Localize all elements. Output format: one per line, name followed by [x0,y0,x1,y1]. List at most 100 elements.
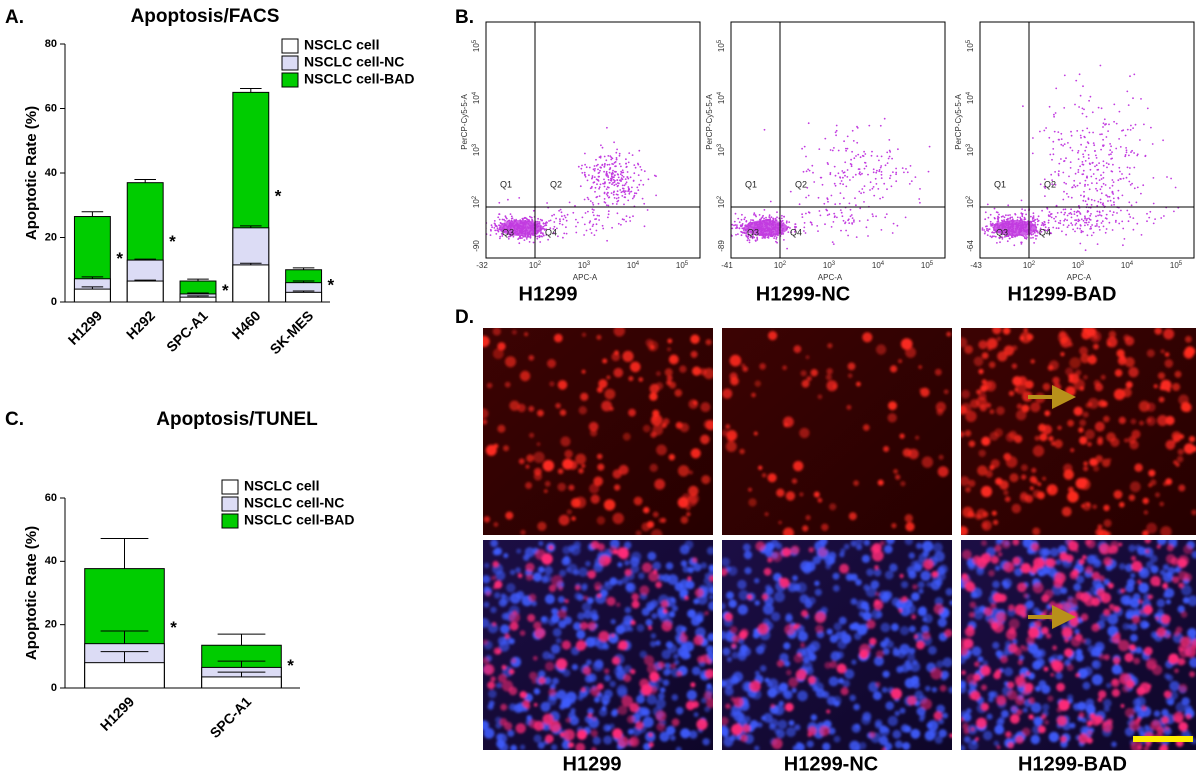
stained-cell [1095,383,1103,391]
nucleus [830,635,838,643]
event-dot [872,213,874,215]
stained-cell [587,570,596,579]
nucleus [724,679,734,689]
nucleus [802,647,812,657]
stained-cell [568,461,577,470]
event-dot [850,209,852,211]
event-dot [741,228,743,230]
nucleus [883,591,892,600]
stained-cell [768,473,777,482]
nucleus [1192,551,1200,559]
nucleus [774,591,785,602]
nucleus [687,690,697,700]
event-dot [866,226,868,228]
event-dot [1057,212,1059,214]
error-bar [218,634,266,645]
y-tick-label: 60 [45,492,57,504]
tick-exponent: 2 [1032,261,1036,267]
event-dot [1090,228,1092,230]
event-dot [1049,154,1051,156]
stained-cell [979,450,986,457]
event-dot [867,174,869,176]
event-dot [1111,151,1113,153]
event-dot [1150,127,1152,129]
event-dot [907,171,909,173]
stained-cell [678,465,689,476]
event-dot [994,208,996,210]
stained-cell [529,594,537,602]
stained-cell [1083,375,1088,380]
stained-cell [1063,464,1072,473]
nucleus [765,542,774,551]
stained-cell [900,434,905,439]
event-dot [550,220,552,222]
y-tick-label: 103 [472,143,482,156]
nucleus [647,552,656,561]
event-dot [833,213,835,215]
event-dot [1041,210,1043,212]
tick-exponent: 5 [966,39,972,43]
nucleus [577,612,585,620]
stained-cell [720,568,728,576]
nucleus [1111,742,1117,748]
nucleus [500,624,509,633]
nucleus [942,713,948,719]
event-dot [599,186,601,188]
event-dot [1034,222,1036,224]
nucleus [796,742,802,748]
event-dot [1090,226,1092,228]
y-tick-label: 105 [472,39,482,52]
event-dot [1175,187,1177,189]
event-dot [875,178,877,180]
event-dot [1064,218,1066,220]
event-dot [864,185,866,187]
event-dot [1033,212,1035,214]
nucleus [660,687,666,693]
y-tick-label: 20 [45,231,57,243]
nucleus [484,563,490,569]
stained-cell [1078,427,1083,432]
event-dot [566,220,568,222]
stained-cell [642,563,652,573]
stained-cell [1108,583,1114,589]
nucleus [570,545,580,555]
nucleus [548,619,555,626]
stained-cell [622,696,633,707]
event-dot [1120,178,1122,180]
nucleus [684,653,690,659]
event-dot [806,170,808,172]
nucleus [744,716,751,723]
event-dot [504,220,506,222]
event-dot [1133,152,1135,154]
image-caption: H1299 [563,753,622,775]
nucleus [1135,647,1142,654]
event-dot [594,218,596,220]
stained-cell [750,681,761,692]
event-dot [886,188,888,190]
event-dot [1154,218,1156,220]
event-dot [737,218,739,220]
stained-cell [981,703,989,711]
nucleus [620,621,631,632]
stained-cell [930,668,942,680]
stained-cell [1161,349,1165,353]
event-dot [596,183,598,185]
stained-cell [643,508,647,512]
event-dot [614,174,616,176]
stained-cell [965,582,975,592]
event-dot [863,192,865,194]
event-dot [617,182,619,184]
quadrant-label: Q1 [500,179,512,189]
event-dot [620,171,622,173]
stained-cell [571,516,575,520]
event-dot [1071,197,1073,199]
event-dot [849,203,851,205]
stained-cell [1093,466,1099,472]
event-dot [857,154,859,156]
event-dot [749,239,751,241]
stained-cell [1178,485,1185,492]
event-dot [1088,142,1090,144]
event-dot [1087,234,1089,236]
nucleus [902,742,910,750]
stained-cell [597,516,605,524]
